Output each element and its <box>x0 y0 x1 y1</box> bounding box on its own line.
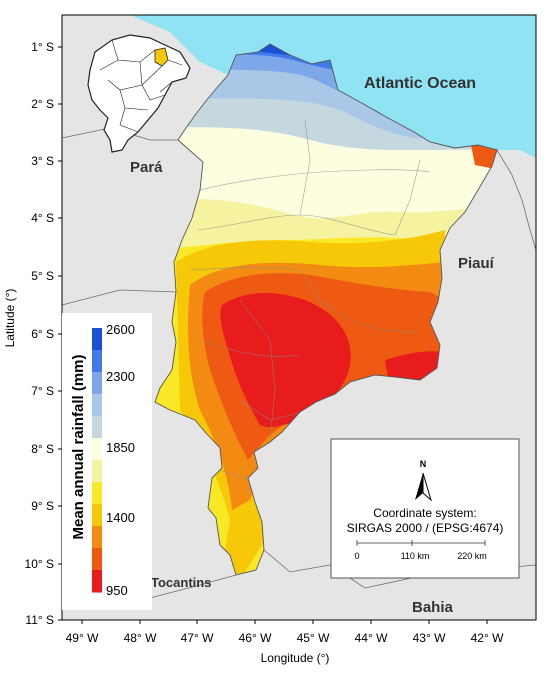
lat-tick-label: 10° S <box>25 557 54 571</box>
coord-system-value: SIRGAS 2000 / (EPSG:4674) <box>347 521 504 535</box>
scale-label: 220 km <box>457 551 487 561</box>
lat-tick-label: 1° S <box>31 40 54 54</box>
lon-tick-label: 47° W <box>181 631 214 645</box>
state-outline <box>154 43 498 576</box>
ocean-area <box>62 15 536 158</box>
lon-tick-label: 43° W <box>413 631 446 645</box>
tocantins-label: Tocantins <box>151 575 211 590</box>
lat-tick-label: 7° S <box>31 384 54 398</box>
legend-swatch <box>92 482 102 505</box>
legend-label: 1850 <box>106 440 135 455</box>
scale-label: 110 km <box>401 551 430 561</box>
lon-ticks <box>81 620 488 624</box>
legend: Mean annual rainfall (mm) 2600 2300 1850… <box>62 313 152 610</box>
legend-swatch <box>92 460 102 483</box>
lon-tick-label: 42° W <box>471 631 504 645</box>
piaui-label: Piauí <box>458 255 495 272</box>
coord-system-title: Coordinate system: <box>373 506 476 520</box>
lon-tick-label: 46° W <box>239 631 272 645</box>
info-box: N Coordinate system: SIRGAS 2000 / (EPSG… <box>330 438 520 579</box>
north-label: N <box>420 459 427 469</box>
brazil-inset-map <box>87 34 191 153</box>
x-axis-title: Longitude (°) <box>261 651 330 665</box>
legend-swatch <box>92 504 102 527</box>
legend-label: 2600 <box>106 322 135 337</box>
legend-swatch <box>92 350 102 373</box>
lat-tick-label: 8° S <box>31 442 54 456</box>
legend-swatch <box>92 570 102 593</box>
y-axis-title: Latitude (°) <box>3 289 17 348</box>
legend-box <box>62 313 152 610</box>
lat-tick-label: 3° S <box>31 154 54 168</box>
info-box-frame <box>330 438 520 579</box>
lon-tick-label: 45° W <box>297 631 330 645</box>
bahia-label: Bahia <box>412 599 454 616</box>
lon-tick-labels: 49° W 48° W 47° W 46° W 45° W 44° W 43° … <box>66 631 504 645</box>
legend-swatch <box>92 394 102 417</box>
legend-swatch <box>92 372 102 395</box>
legend-swatch <box>92 548 102 571</box>
legend-label: 950 <box>106 583 128 598</box>
lon-tick-label: 44° W <box>355 631 388 645</box>
lat-tick-label: 5° S <box>31 269 54 283</box>
legend-label: 1400 <box>106 510 135 525</box>
legend-label: 2300 <box>106 369 135 384</box>
legend-color-bar <box>92 328 102 593</box>
lon-tick-label: 49° W <box>66 631 99 645</box>
lat-tick-label: 4° S <box>31 211 54 225</box>
legend-swatch <box>92 328 102 351</box>
para-label: Pará <box>130 159 163 176</box>
legend-swatch <box>92 416 102 439</box>
lat-tick-label: 2° S <box>31 97 54 111</box>
north-arrow-icon <box>415 472 432 502</box>
lon-tick-label: 48° W <box>124 631 157 645</box>
ocean-label: Atlantic Ocean <box>364 75 476 92</box>
lat-tick-label: 6° S <box>31 327 54 341</box>
legend-swatch <box>92 438 102 461</box>
scale-bar <box>356 540 486 546</box>
lat-ticks <box>58 46 62 621</box>
scale-label: 0 <box>354 551 359 561</box>
lat-tick-label: 11° S <box>25 613 54 627</box>
legend-title: Mean annual rainfall (mm) <box>70 354 87 539</box>
legend-swatch <box>92 526 102 549</box>
lat-tick-labels: 1° S 2° S 3° S 4° S 5° S 6° S 7° S 8° S … <box>25 40 54 627</box>
lat-tick-label: 9° S <box>31 499 54 513</box>
